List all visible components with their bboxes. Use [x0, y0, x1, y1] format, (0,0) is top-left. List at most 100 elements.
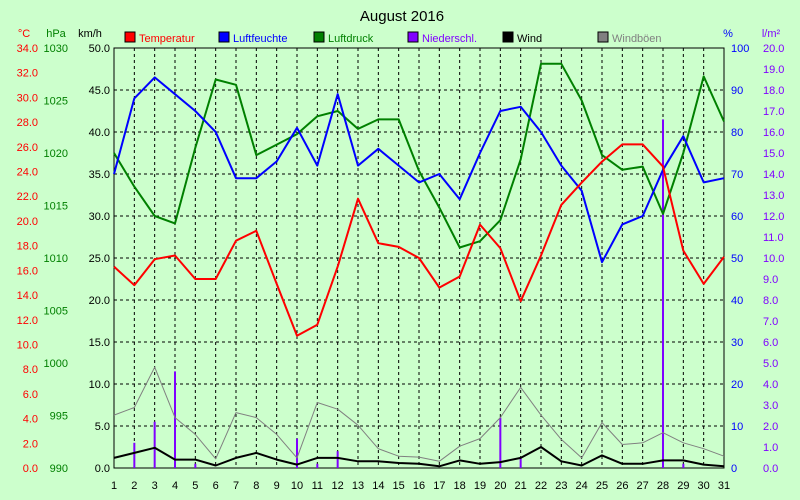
legend-swatch — [313, 31, 325, 43]
wind-tick-label: 0.0 — [95, 463, 110, 475]
legend-label: Niederschl. — [422, 33, 477, 45]
precipitation-unit-label: l/m² — [762, 28, 781, 40]
precipitation-tick-label: 11.0 — [763, 232, 784, 244]
temperature-tick-label: 6.0 — [23, 389, 38, 401]
x-tick-label: 11 — [312, 480, 323, 492]
precipitation-bar — [316, 463, 319, 468]
precipitation-bar — [499, 417, 502, 468]
x-tick-label: 29 — [677, 480, 689, 492]
humidity-tick-label: 100 — [731, 43, 749, 55]
wind-tick-label: 10.0 — [89, 379, 110, 391]
legend-label: Luftfeuchte — [233, 33, 287, 45]
precipitation-tick-label: 9.0 — [763, 274, 778, 286]
legend-label: Luftdruck — [328, 33, 374, 45]
humidity-tick-label: 40 — [731, 295, 743, 307]
legend-swatch — [218, 31, 230, 43]
legend-swatch — [124, 31, 136, 43]
precipitation-tick-label: 19.0 — [763, 64, 784, 76]
precipitation-bar — [194, 463, 197, 468]
precipitation-bar — [519, 457, 522, 468]
precipitation-tick-label: 1.0 — [763, 442, 778, 454]
x-tick-label: 10 — [291, 480, 303, 492]
precipitation-bar — [682, 463, 685, 468]
precipitation-tick-label: 18.0 — [763, 85, 784, 97]
precipitation-tick-label: 8.0 — [763, 295, 778, 307]
precipitation-bar — [336, 451, 339, 468]
pressure-tick-label: 990 — [50, 463, 68, 475]
precipitation-bar — [296, 438, 298, 468]
series-line-humidity — [113, 76, 725, 264]
temperature-tick-label: 22.0 — [17, 191, 38, 203]
x-tick-label: 8 — [253, 480, 259, 492]
humidity-tick-label: 50 — [731, 253, 743, 265]
series-line-wind-gusts — [113, 366, 725, 462]
temperature-tick-label: 28.0 — [17, 117, 38, 129]
pressure-tick-label: 1010 — [44, 253, 68, 265]
wind-unit-label: km/h — [78, 28, 102, 40]
precipitation-tick-label: 6.0 — [763, 337, 778, 349]
precipitation-bar — [174, 371, 176, 468]
series-line-temperature — [113, 143, 725, 337]
pressure-tick-label: 1000 — [44, 358, 68, 370]
pressure-tick-label: 1005 — [44, 306, 68, 318]
wind-tick-label: 50.0 — [89, 43, 110, 55]
x-tick-label: 19 — [474, 480, 486, 492]
temperature-tick-label: 32.0 — [17, 68, 38, 80]
precipitation-tick-label: 16.0 — [763, 127, 784, 139]
x-tick-label: 14 — [372, 480, 384, 492]
x-tick-label: 17 — [433, 480, 445, 492]
wind-tick-label: 45.0 — [89, 85, 110, 97]
legend-swatch — [597, 31, 609, 43]
temperature-tick-label: 20.0 — [17, 216, 38, 228]
x-tick-label: 28 — [657, 480, 669, 492]
legend: Temperatur Luftfeuchte Luftdruck Niederschl… — [124, 31, 662, 45]
precipitation-bar — [133, 442, 136, 468]
temperature-unit-label: °C — [18, 28, 30, 40]
temperature-tick-label: 14.0 — [17, 290, 38, 302]
temperature-tick-label: 4.0 — [23, 414, 38, 426]
temperature-tick-label: 16.0 — [17, 265, 38, 277]
x-tick-label: 13 — [352, 480, 364, 492]
wind-tick-label: 30.0 — [89, 211, 110, 223]
precipitation-tick-label: 13.0 — [763, 190, 784, 202]
temperature-tick-label: 10.0 — [17, 339, 38, 351]
precipitation-tick-label: 3.0 — [763, 400, 778, 412]
wind-tick-label: 15.0 — [89, 337, 110, 349]
precipitation-tick-label: 4.0 — [763, 379, 778, 391]
x-tick-label: 18 — [454, 480, 466, 492]
humidity-tick-label: 10 — [731, 421, 743, 433]
humidity-tick-label: 30 — [731, 337, 743, 349]
temperature-tick-label: 8.0 — [23, 364, 38, 376]
x-tick-label: 4 — [172, 480, 178, 492]
x-tick-label: 16 — [413, 480, 425, 492]
precipitation-tick-label: 2.0 — [763, 421, 778, 433]
temperature-tick-label: 26.0 — [17, 142, 38, 154]
pressure-unit-label: hPa — [46, 28, 66, 40]
x-tick-label: 21 — [515, 480, 527, 492]
x-tick-label: 25 — [596, 480, 608, 492]
precipitation-bar — [662, 119, 664, 469]
wind-tick-label: 25.0 — [89, 253, 110, 265]
x-tick-label: 20 — [494, 480, 506, 492]
x-tick-label: 6 — [213, 480, 219, 492]
x-tick-label: 12 — [332, 480, 344, 492]
pressure-tick-label: 1015 — [44, 201, 68, 213]
series-line-pressure — [113, 62, 725, 249]
temperature-tick-label: 12.0 — [17, 315, 38, 327]
legend-label: Temperatur — [139, 33, 195, 45]
pressure-tick-label: 1030 — [44, 43, 68, 55]
legend-label: Wind — [517, 33, 542, 45]
precipitation-tick-label: 0.0 — [763, 463, 778, 475]
x-tick-label: 15 — [393, 480, 405, 492]
precipitation-tick-label: 17.0 — [763, 106, 784, 118]
x-tick-label: 2 — [131, 480, 137, 492]
precipitation-tick-label: 5.0 — [763, 358, 778, 370]
temperature-tick-label: 34.0 — [17, 43, 38, 55]
wind-tick-label: 5.0 — [95, 421, 110, 433]
pressure-tick-label: 1025 — [44, 96, 68, 108]
precipitation-tick-label: 10.0 — [763, 253, 784, 265]
precipitation-tick-label: 20.0 — [763, 43, 784, 55]
pressure-tick-label: 995 — [50, 411, 68, 423]
legend-swatch — [407, 31, 419, 43]
wind-tick-label: 40.0 — [89, 127, 110, 139]
